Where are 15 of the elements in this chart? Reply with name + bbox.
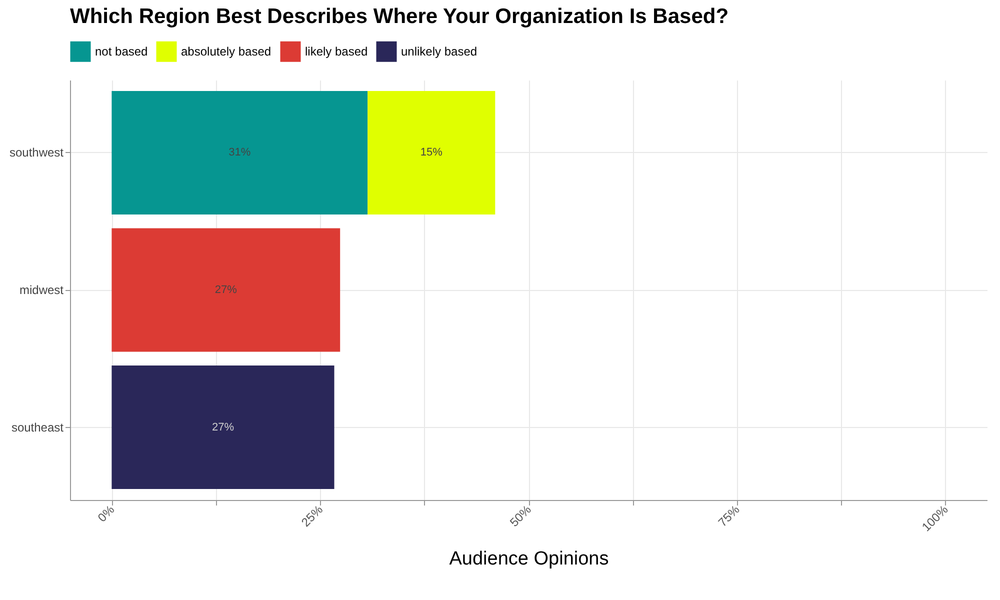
x-tick-label: 75%: [715, 502, 743, 530]
chart-title: Which Region Best Describes Where Your Organization Is Based?: [70, 5, 729, 28]
x-tick-label: 0%: [94, 502, 118, 525]
legend-label: absolutely based: [181, 44, 272, 59]
x-axis-title: Audience Opinions: [449, 548, 609, 570]
data-label: 31%: [228, 146, 251, 159]
y-tick-label: midwest: [19, 283, 64, 297]
legend-label: unlikely based: [401, 44, 478, 59]
legend-label: likely based: [305, 44, 368, 59]
data-label: 27%: [214, 284, 238, 296]
data-label: 15%: [420, 146, 443, 159]
y-tick-label: southwest: [9, 146, 64, 160]
legend-label: not based: [95, 44, 148, 59]
data-label: 27%: [212, 421, 234, 434]
y-tick-label: southeast: [11, 420, 64, 434]
